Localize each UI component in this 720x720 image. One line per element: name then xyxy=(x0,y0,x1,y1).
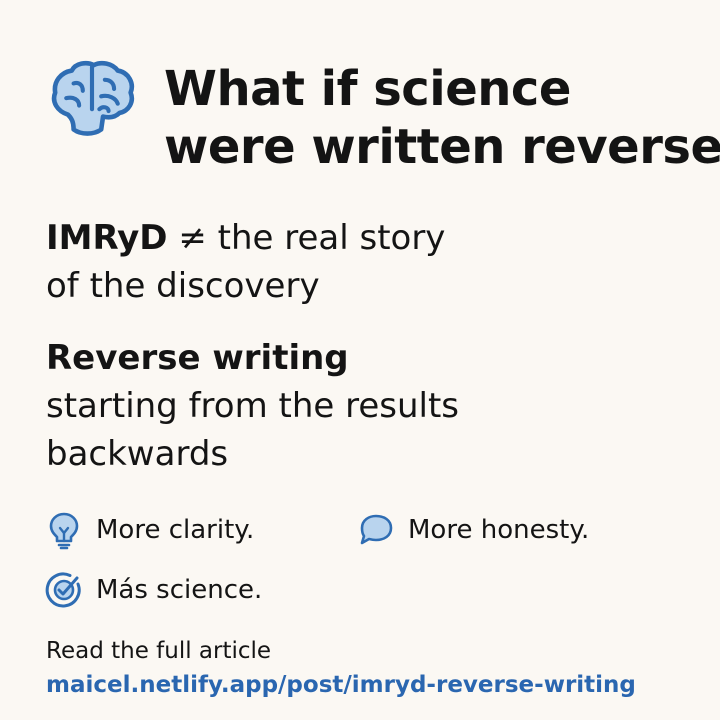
reverse-writing-statement: Reverse writing starting from the result… xyxy=(46,334,686,478)
page-title: What if science were written reverse? xyxy=(164,60,720,176)
imryd-term: IMRyD xyxy=(46,218,168,258)
article-link[interactable]: maicel.netlify.app/post/imryd-reverse-wr… xyxy=(46,672,636,698)
speech-bubble-icon xyxy=(360,514,393,545)
feature-science-label: Más science. xyxy=(96,575,263,605)
imryd-line-2: of the discovery xyxy=(46,266,320,306)
reverse-writing-heading: Reverse writing xyxy=(46,338,349,378)
reverse-writing-line-2: backwards xyxy=(46,434,229,474)
feature-clarity-label: More clarity. xyxy=(96,515,255,545)
reverse-writing-line-1: starting from the results xyxy=(46,386,460,426)
feature-science: Más science. xyxy=(44,570,262,610)
feature-clarity: More clarity. xyxy=(44,510,254,550)
read-article-label: Read the full article xyxy=(46,638,272,664)
target-check-icon xyxy=(45,572,81,608)
feature-honesty-label: More honesty. xyxy=(408,515,590,545)
imryd-line-1: IMRyD ≠ the real story xyxy=(46,214,686,262)
title-line-2: were written reverse? xyxy=(164,119,720,175)
lightbulb-icon xyxy=(49,512,79,550)
title-line-1: What if science xyxy=(164,61,571,117)
feature-honesty: More honesty. xyxy=(356,510,589,550)
imryd-statement: IMRyD ≠ the real story of the discovery xyxy=(46,214,686,310)
imryd-line-1-rest: ≠ the real story xyxy=(167,218,446,258)
brain-icon xyxy=(51,60,135,136)
